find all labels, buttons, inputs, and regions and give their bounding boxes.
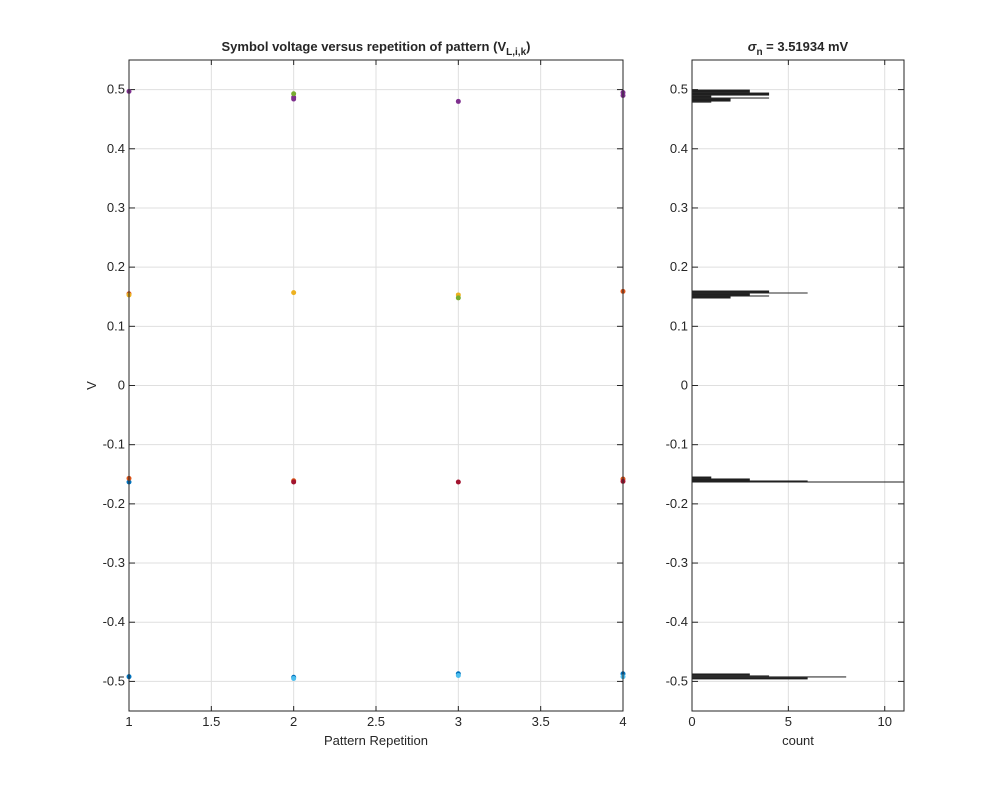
y-tick-label: -0.2 [666, 496, 688, 511]
point [455, 479, 461, 485]
histogram-bar [692, 97, 770, 99]
y-tick-label: 0.3 [107, 200, 125, 215]
histogram-bar [692, 293, 750, 296]
y-tick-label: -0.3 [666, 555, 688, 570]
histogram-bar [692, 95, 712, 98]
y-tick-label: 0.4 [107, 141, 125, 156]
x-tick-label: 2.5 [367, 714, 385, 729]
histogram-bar [692, 673, 750, 676]
y-tick-label: -0.2 [103, 496, 125, 511]
y-tick-label: 0.1 [107, 318, 125, 333]
histogram-bar [692, 476, 712, 479]
x-tick-label: 10 [877, 714, 891, 729]
title-part: Symbol voltage versus repetition of patt… [222, 39, 507, 54]
histogram-bar [692, 480, 808, 482]
histogram-bar [692, 295, 770, 297]
y-tick-label: 0.4 [670, 141, 688, 156]
y-tick-label: 0 [118, 378, 125, 393]
histogram-bar [692, 481, 904, 483]
histogram-bar [692, 675, 770, 677]
x-tick-label: 1.5 [202, 714, 220, 729]
point [455, 98, 461, 104]
x-tick-label: 0 [688, 714, 695, 729]
histogram-bar [692, 101, 712, 103]
histogram-bar [692, 296, 731, 299]
y-tick-label: -0.4 [103, 614, 125, 629]
point [455, 295, 461, 301]
x-tick-label: 4 [619, 714, 626, 729]
y-tick-label: -0.5 [666, 673, 688, 688]
chart-title: Symbol voltage versus repetition of patt… [222, 39, 531, 58]
y-tick-label: 0.2 [107, 259, 125, 274]
point [291, 675, 297, 681]
title-part: = 3.51934 mV [763, 39, 849, 54]
title-part: σ [748, 39, 758, 54]
y-tick-label: -0.3 [103, 555, 125, 570]
histogram-bar [692, 677, 808, 680]
point [291, 290, 297, 296]
y-axis-label: V [84, 381, 99, 390]
y-tick-label: 0.5 [670, 82, 688, 97]
histogram-bar [692, 89, 750, 93]
title-part: ) [526, 39, 530, 54]
y-tick-label: -0.4 [666, 614, 688, 629]
point [291, 479, 297, 485]
y-tick-label: 0.1 [670, 318, 688, 333]
histogram-bar [692, 292, 808, 294]
x-axis-label: count [782, 733, 814, 748]
axes-box [128, 59, 624, 712]
y-tick-label: -0.1 [666, 437, 688, 452]
point [455, 672, 461, 678]
axes-box [691, 59, 905, 712]
x-tick-label: 3 [455, 714, 462, 729]
y-tick-label: 0.5 [107, 82, 125, 97]
y-tick-label: -0.5 [103, 673, 125, 688]
y-tick-label: -0.1 [103, 437, 125, 452]
y-tick-label: 0 [681, 378, 688, 393]
chart-title: σn = 3.51934 mV [748, 39, 849, 58]
x-tick-label: 3.5 [532, 714, 550, 729]
y-tick-label: 0.2 [670, 259, 688, 274]
x-tick-label: 5 [785, 714, 792, 729]
x-tick-label: 2 [290, 714, 297, 729]
histogram-bar [692, 676, 847, 678]
y-tick-label: 0.3 [670, 200, 688, 215]
title-part: n [756, 47, 762, 58]
point [291, 91, 297, 97]
point [291, 96, 297, 102]
histogram-bar [692, 98, 731, 102]
title-part: L,i,k [506, 47, 526, 58]
x-tick-label: 1 [125, 714, 132, 729]
histogram-bar [692, 290, 770, 293]
x-axis-label: Pattern Repetition [324, 733, 428, 748]
histogram-bar [692, 478, 750, 481]
histogram-bar [692, 92, 770, 96]
